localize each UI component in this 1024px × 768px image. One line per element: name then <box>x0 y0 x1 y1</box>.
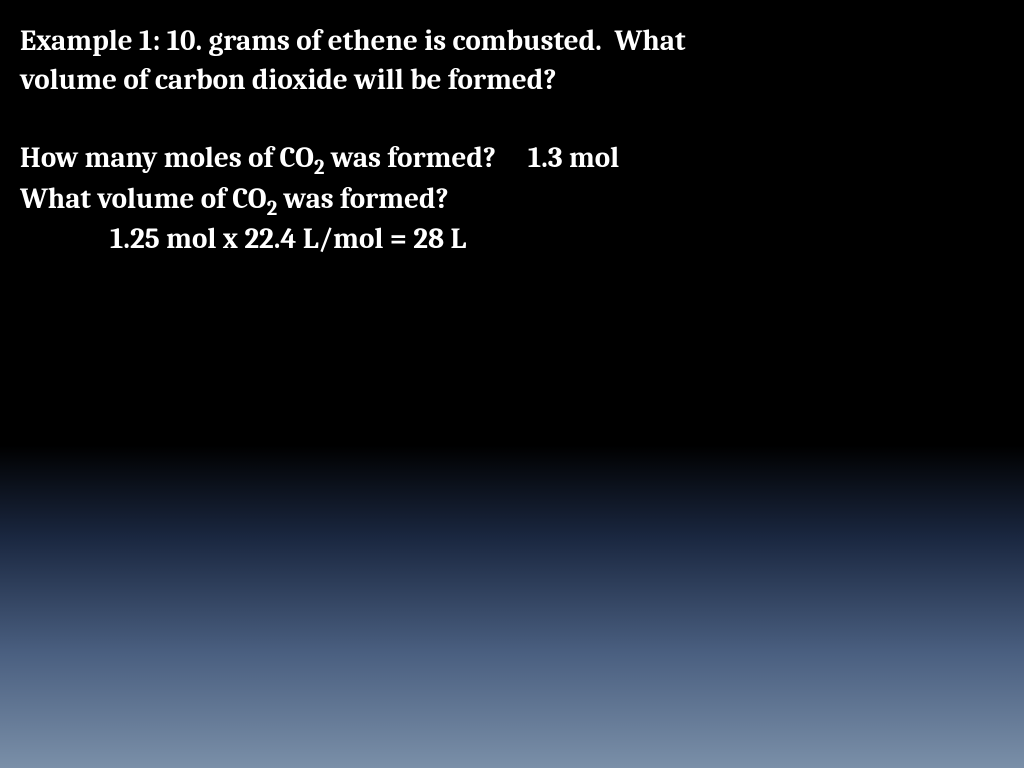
q2-subscript: 2 <box>267 197 278 221</box>
q1-pre: How many moles of CO <box>20 142 314 175</box>
q2-pre: What volume of CO <box>20 183 267 216</box>
slide: Example 1: 10. grams of ethene is combus… <box>0 0 1024 768</box>
slide-content: Example 1: 10. grams of ethene is combus… <box>0 0 1024 259</box>
calculation: 1.25 mol x 22.4 L/mol = 28 L <box>20 220 1004 259</box>
q1-subscript: 2 <box>314 156 325 180</box>
title-line-2: volume of carbon dioxide will be formed? <box>20 61 1004 100</box>
q2-post: was formed? <box>277 183 449 216</box>
q1-post: was formed? <box>324 142 496 175</box>
q1-answer: 1.3 mol <box>528 142 619 175</box>
question-1: How many moles of CO2 was formed? 1.3 mo… <box>20 139 1004 178</box>
question-2: What volume of CO2 was formed? <box>20 180 1004 219</box>
q1-gap <box>496 142 528 175</box>
spacer <box>20 100 1004 139</box>
title-line-1: Example 1: 10. grams of ethene is combus… <box>20 22 1004 61</box>
